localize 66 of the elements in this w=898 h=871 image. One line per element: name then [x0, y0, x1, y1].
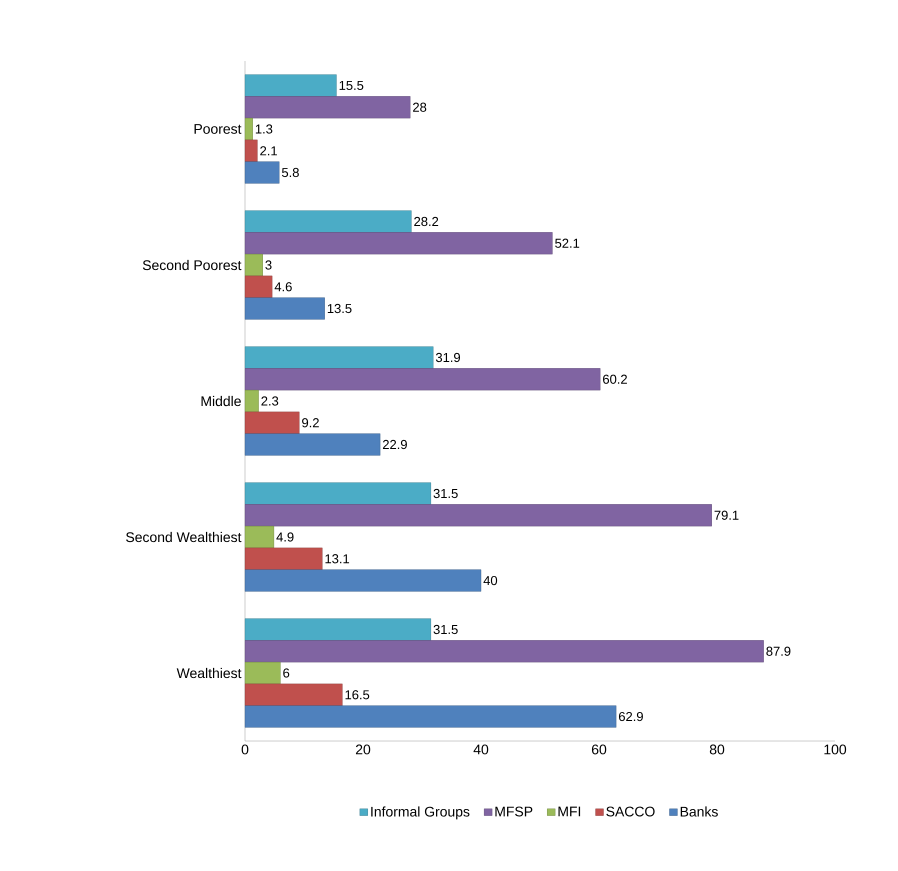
- y-tick-label: Second Poorest: [142, 260, 242, 270]
- bar: [244, 210, 412, 233]
- legend-label: Banks: [680, 806, 718, 817]
- bar: [244, 254, 263, 276]
- x-tick-label: 20: [356, 744, 370, 754]
- data-label: 28: [413, 102, 426, 112]
- data-label: 60.2: [603, 374, 627, 384]
- bar: [244, 548, 322, 570]
- y-tick-label: Wealthiest: [176, 668, 242, 678]
- data-label: 13.1: [325, 554, 350, 564]
- bar: [244, 96, 410, 118]
- bar: [244, 412, 300, 434]
- bar: [244, 640, 764, 662]
- data-label: 4.6: [274, 282, 292, 292]
- x-tick-label: 100: [824, 744, 846, 754]
- bar: [244, 526, 274, 548]
- data-label: 22.9: [382, 440, 407, 450]
- data-label: 15.5: [340, 80, 364, 90]
- bar: [244, 276, 272, 298]
- legend-label: MFSP: [495, 806, 532, 816]
- data-label: 9.2: [302, 418, 319, 428]
- bar: [244, 433, 380, 456]
- data-label: 13.5: [328, 304, 352, 314]
- bar: [244, 662, 281, 684]
- bar: [244, 74, 337, 97]
- bar: [244, 346, 434, 369]
- bar: [244, 368, 600, 390]
- y-tick-label: Middle: [202, 396, 241, 406]
- data-label: 4.9: [276, 532, 294, 542]
- x-tick-label: 80: [710, 744, 724, 754]
- data-label: 79.1: [714, 510, 738, 520]
- x-tick-label: 0: [242, 744, 248, 754]
- data-label: 6: [283, 668, 290, 678]
- bar: [244, 118, 253, 140]
- data-label: 40: [484, 576, 498, 586]
- data-label: 31.5: [434, 488, 458, 498]
- data-label: 28.2: [414, 216, 438, 226]
- data-label: 16.5: [346, 690, 370, 700]
- bar: [244, 390, 259, 412]
- data-label: 31.9: [436, 352, 460, 362]
- legend-label: Informal Groups: [371, 806, 470, 820]
- data-label: 62.9: [618, 712, 643, 722]
- bar: [244, 232, 553, 254]
- y-tick-label: Poorest: [194, 124, 242, 134]
- data-label: 31.5: [434, 624, 458, 634]
- bar: [244, 684, 343, 706]
- bar: [244, 569, 482, 592]
- data-label: 52.1: [555, 238, 580, 248]
- bar: [244, 140, 258, 162]
- data-label: 1.3: [256, 124, 272, 134]
- bar: [244, 297, 325, 320]
- bar: [244, 705, 616, 728]
- data-label: 5.8: [282, 168, 299, 178]
- y-tick-label: Second Wealthiest: [126, 532, 242, 542]
- data-label: 2.1: [260, 146, 277, 156]
- bar: [244, 618, 432, 641]
- x-tick-label: 40: [474, 744, 488, 754]
- data-label: 3: [265, 260, 272, 270]
- bar: [244, 161, 280, 184]
- bar: [244, 482, 432, 505]
- data-label: 87.9: [766, 646, 790, 656]
- data-label: 2.3: [261, 396, 278, 406]
- legend-label: MFI: [558, 806, 580, 816]
- bar: [244, 504, 712, 526]
- legend-label: SACCO: [606, 806, 655, 816]
- x-tick-label: 60: [592, 744, 606, 754]
